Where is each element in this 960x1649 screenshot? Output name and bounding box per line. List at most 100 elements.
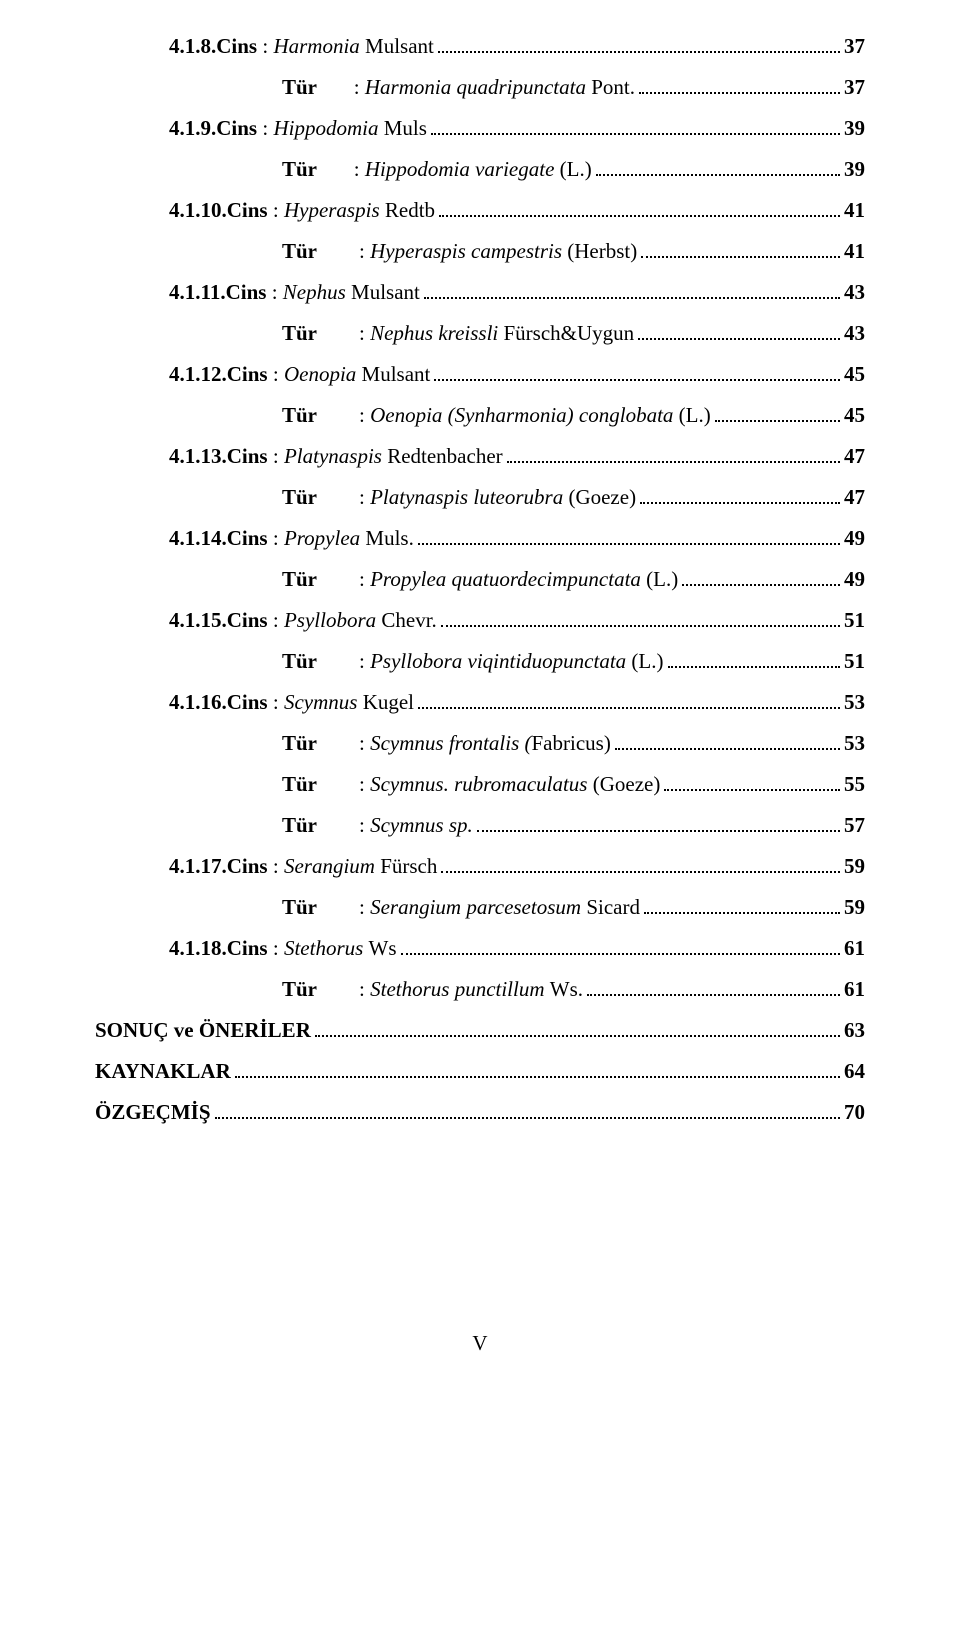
toc-entry: 4.1.8.Cins : Harmonia Mulsant 37	[95, 36, 865, 57]
toc-entry-page: 41	[844, 241, 865, 262]
toc-entry-page: 53	[844, 692, 865, 713]
toc-entry-page: 55	[844, 774, 865, 795]
leader-dots	[438, 51, 840, 53]
toc-entry: Tür : Platynaspis luteorubra (Goeze)47	[95, 487, 865, 508]
toc-section-entry: SONUÇ ve ÖNERİLER 63	[95, 1020, 865, 1041]
toc-entry-page: 47	[844, 446, 865, 467]
toc-entry-label: 4.1.10.Cins : Hyperaspis Redtb	[169, 200, 435, 221]
toc-entry: Tür : Serangium parcesetosum Sicard 59	[95, 897, 865, 918]
toc-entry: 4.1.14.Cins : Propylea Muls. 49	[95, 528, 865, 549]
toc-entry-label: Tür : Stethorus punctillum Ws.	[282, 979, 583, 1000]
toc-entry-label: 4.1.13.Cins : Platynaspis Redtenbacher	[169, 446, 503, 467]
leader-dots	[477, 830, 840, 832]
leader-dots	[715, 420, 840, 422]
leader-dots	[615, 748, 840, 750]
toc-entry: Tür : Scymnus sp. 57	[95, 815, 865, 836]
toc-entry: 4.1.16.Cins : Scymnus Kugel 53	[95, 692, 865, 713]
toc-entry: 4.1.10.Cins : Hyperaspis Redtb 41	[95, 200, 865, 221]
toc-entry-label: Tür : Hyperaspis campestris (Herbst)	[282, 241, 637, 262]
leader-dots	[644, 912, 840, 914]
toc-entry-page: 45	[844, 364, 865, 385]
toc-entry: 4.1.15.Cins : Psyllobora Chevr. 51	[95, 610, 865, 631]
toc-entry-label: Tür : Scymnus frontalis (Fabricus)	[282, 733, 611, 754]
toc-section-page: 70	[844, 1102, 865, 1123]
toc-entry-page: 45	[844, 405, 865, 426]
toc-entry-page: 61	[844, 979, 865, 1000]
toc-entry-label: 4.1.15.Cins : Psyllobora Chevr.	[169, 610, 437, 631]
toc-entry-page: 59	[844, 856, 865, 877]
toc-entry-page: 39	[844, 118, 865, 139]
toc-entry-label: Tür : Oenopia (Synharmonia) conglobata (…	[282, 405, 711, 426]
toc-section-label: KAYNAKLAR	[95, 1061, 231, 1082]
table-of-contents: 4.1.8.Cins : Harmonia Mulsant 37 Tür : Har…	[95, 36, 865, 1000]
toc-entry: 4.1.17.Cins : Serangium Fürsch 59	[95, 856, 865, 877]
toc-section-label: SONUÇ ve ÖNERİLER	[95, 1020, 311, 1041]
leader-dots	[401, 953, 840, 955]
toc-section-page: 63	[844, 1020, 865, 1041]
leader-dots	[441, 871, 840, 873]
toc-entry-label: 4.1.8.Cins : Harmonia Mulsant	[169, 36, 434, 57]
toc-entry: 4.1.9.Cins : Hippodomia Muls 39	[95, 118, 865, 139]
toc-entry: Tür : Propylea quatuordecimpunctata (L.)…	[95, 569, 865, 590]
leader-dots	[235, 1076, 840, 1078]
toc-entry-label: Tür : Hippodomia variegate (L.)	[282, 159, 592, 180]
toc-entry-page: 57	[844, 815, 865, 836]
toc-entry-page: 49	[844, 528, 865, 549]
toc-entry-label: Tür : Harmonia quadripunctata Pont.	[282, 77, 635, 98]
toc-section-entry: KAYNAKLAR 64	[95, 1061, 865, 1082]
leader-dots	[639, 92, 840, 94]
leader-dots	[507, 461, 840, 463]
toc-entry-label: Tür : Serangium parcesetosum Sicard	[282, 897, 640, 918]
toc-entry-label: 4.1.17.Cins : Serangium Fürsch	[169, 856, 437, 877]
toc-entry: Tür : Scymnus frontalis (Fabricus)53	[95, 733, 865, 754]
toc-entry-label: 4.1.9.Cins : Hippodomia Muls	[169, 118, 427, 139]
toc-entry-label: 4.1.16.Cins : Scymnus Kugel	[169, 692, 414, 713]
leader-dots	[441, 625, 840, 627]
page-number-roman: V	[95, 1333, 865, 1354]
toc-entry-label: 4.1.18.Cins : Stethorus Ws	[169, 938, 397, 959]
toc-section-label: ÖZGEÇMİŞ	[95, 1102, 211, 1123]
toc-entry: Tür : Stethorus punctillum Ws. 61	[95, 979, 865, 1000]
toc-entry-label: Tür : Nephus kreissli Fürsch&Uygun	[282, 323, 634, 344]
toc-entry: Tür : Psyllobora viqintiduopunctata (L.)…	[95, 651, 865, 672]
toc-entry: Tür : Hippodomia variegate (L.) 39	[95, 159, 865, 180]
toc-entry-page: 37	[844, 36, 865, 57]
toc-entry: Tür : Hyperaspis campestris (Herbst) 41	[95, 241, 865, 262]
toc-entry-page: 39	[844, 159, 865, 180]
toc-entry-page: 41	[844, 200, 865, 221]
toc-entry: Tür : Oenopia (Synharmonia) conglobata (…	[95, 405, 865, 426]
toc-entry: Tür : Scymnus. rubromaculatus (Goeze) 55	[95, 774, 865, 795]
leader-dots	[664, 789, 840, 791]
toc-entry: 4.1.13.Cins : Platynaspis Redtenbacher 47	[95, 446, 865, 467]
toc-entry-page: 51	[844, 651, 865, 672]
toc-entry: 4.1.18.Cins : Stethorus Ws61	[95, 938, 865, 959]
toc-entry-label: 4.1.14.Cins : Propylea Muls.	[169, 528, 414, 549]
toc-entry-page: 51	[844, 610, 865, 631]
toc-entry-label: Tür : Psyllobora viqintiduopunctata (L.)	[282, 651, 664, 672]
leader-dots	[315, 1035, 840, 1037]
toc-entry-page: 47	[844, 487, 865, 508]
toc-entry: 4.1.11.Cins : Nephus Mulsant 43	[95, 282, 865, 303]
leader-dots	[439, 215, 840, 217]
toc-section-entry: ÖZGEÇMİŞ 70	[95, 1102, 865, 1123]
toc-entry-label: Tür : Propylea quatuordecimpunctata (L.)	[282, 569, 678, 590]
leader-dots	[418, 543, 840, 545]
leader-dots	[431, 133, 840, 135]
toc-entry: Tür : Nephus kreissli Fürsch&Uygun43	[95, 323, 865, 344]
leader-dots	[596, 174, 840, 176]
toc-entry-label: 4.1.11.Cins : Nephus Mulsant	[169, 282, 420, 303]
leader-dots	[215, 1117, 840, 1119]
leader-dots	[424, 297, 840, 299]
toc-entry: Tür : Harmonia quadripunctata Pont.37	[95, 77, 865, 98]
toc-entry-label: Tür : Scymnus. rubromaculatus (Goeze)	[282, 774, 660, 795]
leader-dots	[434, 379, 840, 381]
toc-entry-page: 43	[844, 282, 865, 303]
toc-section-page: 64	[844, 1061, 865, 1082]
leader-dots	[682, 584, 840, 586]
toc-entry-label: 4.1.12.Cins : Oenopia Mulsant	[169, 364, 430, 385]
toc-entry-label: Tür : Scymnus sp.	[282, 815, 473, 836]
toc-entry-page: 59	[844, 897, 865, 918]
toc-entry: 4.1.12.Cins : Oenopia Mulsant 45	[95, 364, 865, 385]
toc-entry-page: 49	[844, 569, 865, 590]
leader-dots	[640, 502, 840, 504]
